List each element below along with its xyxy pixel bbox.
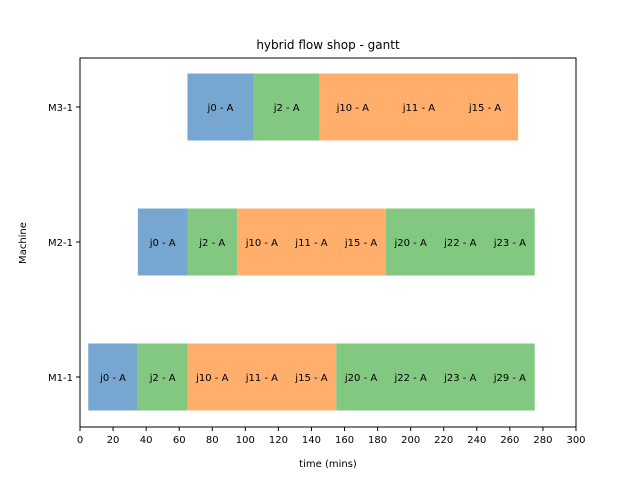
bar-label: j0 - A	[99, 373, 126, 384]
bar-label: j2 - A	[198, 238, 225, 249]
bar-label: j20 - A	[394, 238, 427, 249]
bar-label: j2 - A	[273, 103, 300, 114]
gantt-bar	[385, 208, 535, 276]
x-tick-label: 0	[77, 435, 83, 446]
x-tick-label: 60	[173, 435, 186, 446]
x-tick-label: 280	[533, 435, 552, 446]
gantt-bar	[187, 73, 254, 141]
gantt-bar	[137, 343, 188, 411]
bar-label: j0 - A	[207, 103, 234, 114]
x-tick-label: 300	[566, 435, 585, 446]
gantt-bar	[237, 208, 386, 276]
bar-label: j23 - A	[493, 238, 526, 249]
x-tick-label: 220	[434, 435, 453, 446]
bar-label: j10 - A	[195, 373, 228, 384]
bar-label: j23 - A	[443, 373, 476, 384]
x-tick-label: 200	[401, 435, 420, 446]
bar-label: j2 - A	[149, 373, 176, 384]
x-tick-label: 120	[269, 435, 288, 446]
gantt-bar	[253, 73, 320, 141]
gantt-bar	[319, 73, 519, 141]
gantt-bar	[187, 208, 238, 276]
x-tick-label: 40	[140, 435, 153, 446]
bar-label: j29 - A	[493, 373, 526, 384]
bar-label: j11 - A	[402, 103, 435, 114]
gantt-bar	[336, 343, 535, 411]
bar-label: j10 - A	[245, 238, 278, 249]
x-tick-label: 20	[107, 435, 120, 446]
bar-label: j20 - A	[344, 373, 377, 384]
bar-label: j22 - A	[443, 238, 476, 249]
bar-label: j15 - A	[344, 238, 377, 249]
x-axis: 0 20 40 60 80 100 120 140 160 180 200 220 240 260 280 3…	[77, 427, 586, 446]
gantt-bar	[187, 343, 337, 411]
bars-layer	[88, 73, 535, 411]
x-tick-label: 240	[467, 435, 486, 446]
x-tick-label: 180	[368, 435, 387, 446]
x-tick-label: 260	[500, 435, 519, 446]
x-tick-label: 140	[302, 435, 321, 446]
bar-label: j15 - A	[294, 373, 327, 384]
bar-label: j22 - A	[394, 373, 427, 384]
bar-label: j15 - A	[468, 103, 501, 114]
bar-label: j10 - A	[336, 103, 369, 114]
x-tick-label: 100	[236, 435, 255, 446]
bar-label: j11 - A	[294, 238, 327, 249]
x-tick-label: 80	[206, 435, 219, 446]
y-tick-label: M3-1	[48, 103, 73, 114]
y-tick-label: M1-1	[48, 373, 73, 384]
segment-labels-layer: j0 - A j2 - A j10 - A j11 - A j15 - A j20 - A…	[99, 103, 526, 384]
gantt-bar	[137, 208, 188, 276]
chart-title: hybrid flow shop - gantt	[256, 38, 400, 52]
y-axis-label: Machine	[18, 222, 29, 264]
y-tick-label: M2-1	[48, 238, 73, 249]
bar-label: j11 - A	[245, 373, 278, 384]
bar-label: j0 - A	[149, 238, 176, 249]
x-tick-label: 160	[335, 435, 354, 446]
gantt-bar	[88, 343, 138, 411]
y-axis: M1-1 M2-1 M3-1	[48, 103, 80, 384]
x-axis-label: time (mins)	[299, 459, 357, 470]
